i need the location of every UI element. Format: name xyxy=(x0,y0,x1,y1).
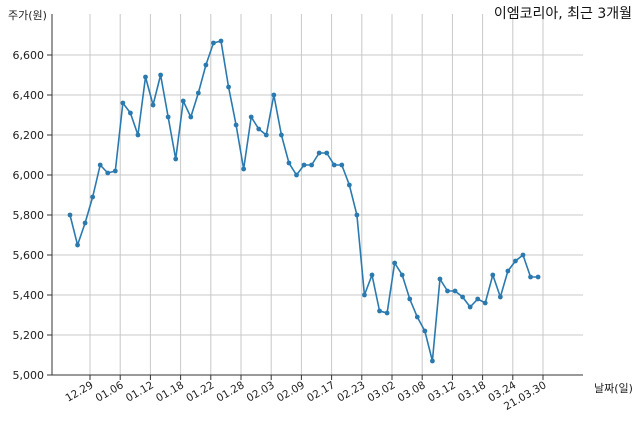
price-point xyxy=(226,84,231,90)
price-point xyxy=(399,272,405,278)
price-point xyxy=(97,162,103,168)
price-point xyxy=(294,172,299,178)
price-point xyxy=(127,110,133,116)
x-tick-label: 01.18 xyxy=(154,379,186,404)
price-point xyxy=(505,268,511,274)
y-axis-title: 주가(원) xyxy=(8,9,47,22)
price-point xyxy=(513,258,518,264)
y-tick-label: 6,400 xyxy=(13,89,45,102)
x-tick-label: 03.08 xyxy=(396,379,428,404)
label-layer: 이엠코리아, 최근 3개월 주가(원) 날짜(일) xyxy=(8,6,633,395)
price-point xyxy=(331,162,337,168)
price-point xyxy=(279,132,284,138)
price-point xyxy=(135,132,141,138)
price-point xyxy=(241,166,247,172)
price-point xyxy=(452,288,458,294)
series-layer xyxy=(67,38,541,364)
y-tick-label: 5,400 xyxy=(13,289,45,302)
x-axis-title: 날짜(일) xyxy=(594,381,633,395)
axis-layer: 5,000 5,200 5,400 5,600 5,800 6,000 6,200 6,400… xyxy=(13,14,583,413)
price-point xyxy=(67,212,73,218)
price-point xyxy=(354,212,360,218)
price-point xyxy=(158,72,164,78)
price-point xyxy=(211,40,216,46)
price-point xyxy=(482,300,488,306)
price-point xyxy=(362,292,367,298)
x-tick-label: 01.12 xyxy=(124,379,156,404)
price-point xyxy=(535,274,541,280)
price-point xyxy=(248,114,254,120)
price-point xyxy=(475,296,481,302)
price-point xyxy=(165,114,171,120)
price-point xyxy=(218,38,224,44)
price-point xyxy=(195,90,201,96)
price-point xyxy=(203,62,209,68)
price-point xyxy=(490,272,496,278)
price-point xyxy=(75,242,80,248)
price-point xyxy=(497,294,503,300)
price-point xyxy=(173,156,179,162)
y-tick-label: 5,600 xyxy=(13,249,45,262)
price-point xyxy=(414,314,420,320)
price-series-line xyxy=(69,40,539,362)
price-point xyxy=(188,114,194,120)
price-point xyxy=(256,126,262,132)
price-point xyxy=(377,308,382,314)
price-point xyxy=(82,220,88,226)
price-point xyxy=(324,150,330,156)
x-tick-label: 02.03 xyxy=(245,379,277,404)
price-point xyxy=(384,310,390,316)
price-point xyxy=(309,162,314,168)
price-point xyxy=(316,150,322,156)
y-tick-label: 6,200 xyxy=(13,129,45,142)
x-tick-label: 02.09 xyxy=(275,379,307,404)
price-point xyxy=(301,162,307,168)
price-point xyxy=(263,132,269,138)
price-point xyxy=(392,260,398,266)
chart-title: 이엠코리아, 최근 3개월 xyxy=(494,6,632,22)
x-tick-label: 02.17 xyxy=(305,379,337,404)
y-tick-label: 5,000 xyxy=(13,369,45,382)
grid-layer xyxy=(52,14,583,376)
x-tick-label: 01.28 xyxy=(214,379,246,404)
y-tick-label: 6,600 xyxy=(13,49,45,62)
y-tick-label: 5,800 xyxy=(13,209,45,222)
y-tick-label: 5,200 xyxy=(13,329,45,342)
price-point xyxy=(90,194,96,200)
price-point xyxy=(430,358,435,364)
price-point xyxy=(346,182,352,188)
price-point xyxy=(467,304,473,310)
price-point xyxy=(112,168,118,174)
price-point xyxy=(528,274,533,280)
price-point xyxy=(407,296,413,302)
price-point xyxy=(150,102,156,108)
x-tick-label: 01.06 xyxy=(94,379,126,405)
price-point xyxy=(105,170,111,176)
price-point xyxy=(445,288,450,294)
price-point xyxy=(437,276,443,282)
price-point xyxy=(422,328,428,334)
price-point xyxy=(180,98,186,104)
x-tick-label: 03.12 xyxy=(426,379,458,404)
x-tick-label: 03.02 xyxy=(365,379,397,404)
price-point xyxy=(143,74,148,80)
y-tick-label: 6,000 xyxy=(13,169,45,182)
price-point xyxy=(286,160,292,166)
price-point xyxy=(233,122,239,128)
price-point xyxy=(120,100,126,106)
x-tick-label: 01.22 xyxy=(184,379,216,404)
x-tick-label: 03.18 xyxy=(456,379,488,404)
x-tick-label: 02.23 xyxy=(335,379,367,404)
price-point xyxy=(271,92,277,98)
price-point xyxy=(460,294,465,300)
price-point xyxy=(369,272,375,278)
x-tick-label: 12.29 xyxy=(63,379,95,404)
price-point xyxy=(339,162,345,168)
price-point xyxy=(520,252,526,258)
